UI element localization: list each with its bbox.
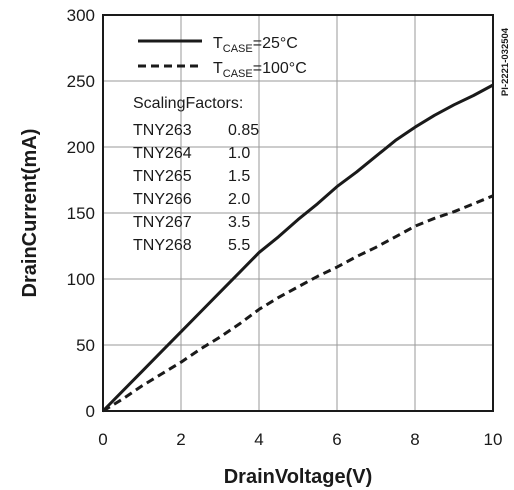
scaling-part-268: TNY268 [133,237,192,254]
scaling-factor-268: 5.5 [228,237,250,254]
x-tick-label-0: 0 [98,430,107,449]
legend-label-100c: TCASE=100°C [213,60,307,80]
y-axis-title: DrainCurrent(mA) [19,129,41,298]
x-tick-label-10: 10 [484,430,503,449]
y-tick-label-100: 100 [67,270,95,289]
scaling-part-266: TNY266 [133,191,192,208]
scaling-factor-263: 0.85 [228,122,259,139]
x-axis-title: DrainVoltage(V) [224,466,373,488]
x-tick-label-2: 2 [176,430,185,449]
y-tick-label-200: 200 [67,138,95,157]
scaling-factor-265: 1.5 [228,168,250,185]
series-lines [101,83,494,413]
scaling-part-267: TNY267 [133,214,192,231]
y-tick-label-50: 50 [76,336,95,355]
y-tick-label-300: 300 [67,6,95,25]
scaling-factors-annotation: ScalingFactors: TNY263 0.85 TNY264 1.0 T… [133,95,259,254]
x-tick-label-4: 4 [254,430,263,449]
series-line-25c [101,83,494,413]
scaling-heading: ScalingFactors: [133,95,243,112]
scaling-factor-267: 3.5 [228,214,250,231]
scaling-factor-264: 1.0 [228,145,250,162]
legend: TCASE=25°C TCASE=100°C [138,35,307,80]
x-tick-label-6: 6 [332,430,341,449]
y-tick-label-150: 150 [67,204,95,223]
scaling-part-265: TNY265 [133,168,192,185]
legend-label-25c: TCASE=25°C [213,35,298,55]
x-tick-label-8: 8 [410,430,419,449]
y-tick-label-0: 0 [86,402,95,421]
scaling-part-264: TNY264 [133,145,192,162]
plot-frame [102,14,494,412]
scaling-factor-266: 2.0 [228,191,250,208]
figure-id-label: PI-2221-032504 [500,27,511,96]
y-tick-label-250: 250 [67,72,95,91]
scaling-part-263: TNY263 [133,122,192,139]
series-line-100c [102,194,494,413]
